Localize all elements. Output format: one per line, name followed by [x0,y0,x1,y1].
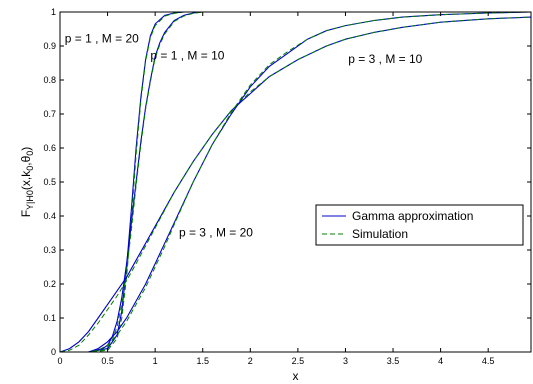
series-p-3-m-20-simulation-line [60,11,532,353]
x-axis-label: x [293,369,299,383]
x-tick-label: 0 [57,356,62,366]
ticks-layer: 0 0.5 1 1.5 2 2.5 3 3.5 4 4.5 0 0.1 0.2 0.3 0.4 0.5 0.6 0… [43,7,531,366]
annotations-layer: p = 1 , M = 20 p = 1 , M = 10 p = 3 , M = … [65,32,423,240]
y-label-sub2: 0 [25,166,35,171]
y-tick-label: 0.2 [43,279,56,289]
curve-annotation: p = 3 , M = 20 [179,225,253,239]
x-tick-label: 0.5 [101,356,114,366]
y-tick-label: 0.7 [43,109,56,119]
curves-layer [59,11,532,353]
y-tick-label: 0.1 [43,313,56,323]
legend-simulation-label: Simulation [352,227,408,241]
legend-gamma-label: Gamma approximation [352,209,473,223]
y-label-main: F [19,210,33,217]
series-p-1-m-20-simulation-line [60,11,531,353]
x-tick-label: 3 [343,356,348,366]
series-p-1-m-20-gamma-line [60,11,531,353]
y-label-end: ) [19,147,33,151]
y-tick-label: 0.3 [43,245,56,255]
y-label-comma: ,θ [19,155,33,165]
series-p-3-m-10-gamma-line [59,16,532,353]
y-tick-label: 0.4 [43,211,56,221]
x-tick-label: 4 [438,356,443,366]
y-axis-label: FY|H0(x,k0,θ0) [19,147,35,218]
curve-annotation: p = 1 , M = 10 [150,49,224,63]
y-label-sub1: Y|H0 [25,190,35,210]
plot-frame [59,11,532,353]
y-tick-label: 1 [51,7,56,17]
curve-annotation: p = 3 , M = 10 [348,52,422,66]
y-label-sub3: 0 [25,151,35,156]
x-tick-label: 2 [248,356,253,366]
y-tick-label: 0 [51,347,56,357]
x-tick-label: 1 [153,356,158,366]
series-p-1-m-10-simulation-line [60,11,531,353]
y-label-mid: (x,k [19,170,33,190]
y-tick-label: 0.5 [43,177,56,187]
series-p-3-m-10-simulation-line [59,16,532,353]
y-tick-label: 0.6 [43,143,56,153]
series-p-3-m-20-gamma-line [60,11,532,353]
curve-annotation: p = 1 , M = 20 [65,32,139,46]
x-tick-label: 3.5 [387,356,400,366]
y-tick-label: 0.9 [43,41,56,51]
legend-box [315,204,524,246]
legend: Gamma approximation Simulation [315,204,524,246]
x-tick-label: 4.5 [482,356,495,366]
x-tick-label: 2.5 [292,356,305,366]
y-tick-label: 0.8 [43,75,56,85]
series-p-1-m-10-gamma-line [60,11,531,353]
x-tick-label: 1.5 [196,356,209,366]
